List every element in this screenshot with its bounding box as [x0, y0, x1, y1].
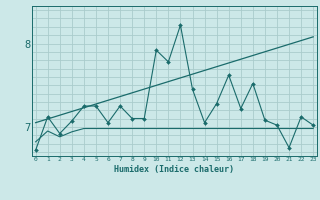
X-axis label: Humidex (Indice chaleur): Humidex (Indice chaleur)	[115, 165, 234, 174]
